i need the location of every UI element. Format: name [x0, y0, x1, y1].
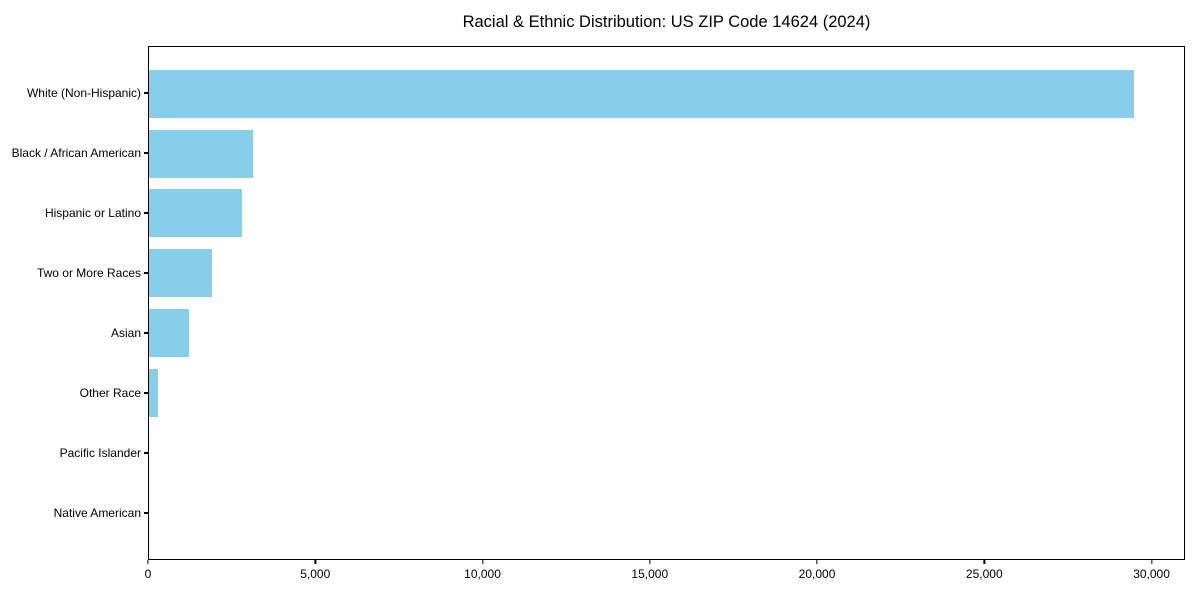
- chart-title: Racial & Ethnic Distribution: US ZIP Cod…: [462, 13, 871, 31]
- y-tick-native-american: [144, 512, 148, 514]
- x-tick-label-15000: 15,000: [631, 567, 669, 581]
- x-tick-30000: [1150, 560, 1153, 564]
- y-tick-other-race: [144, 392, 148, 394]
- y-label-row-white-non-hispanic: White (Non-Hispanic): [0, 63, 148, 123]
- y-tick-white-non-hispanic: [144, 92, 148, 94]
- y-tick-two-or-more-races: [144, 272, 148, 274]
- bar-row-white-non-hispanic: [149, 64, 1184, 124]
- bar-row-asian: [149, 303, 1184, 363]
- y-label-white-non-hispanic: White (Non-Hispanic): [26, 86, 141, 100]
- bar-white-non-hispanic: [149, 69, 1134, 118]
- bars-container: [149, 47, 1184, 559]
- y-label-row-black-african-american: Black / African American: [0, 123, 148, 183]
- y-tick-pacific-islander: [144, 452, 148, 454]
- y-label-other-race: Other Race: [79, 386, 141, 400]
- x-tick-20000: [816, 560, 818, 564]
- y-tick-asian: [144, 332, 148, 334]
- bar-hispanic-or-latino: [149, 189, 242, 238]
- plot-area: [148, 46, 1185, 560]
- x-axis: 0 5,000 10,000 15,000 20,000 25,000 30,000: [144, 560, 1185, 592]
- y-label-row-two-or-more-races: Two or More Races: [0, 243, 148, 303]
- bar-row-native-american: [149, 482, 1184, 542]
- y-label-row-asian: Asian: [0, 303, 148, 363]
- x-tick-label-25000: 25,000: [965, 567, 1003, 581]
- y-label-row-native-american: Native American: [0, 483, 148, 543]
- y-label-asian: Asian: [110, 326, 141, 340]
- y-tick-black-african-american: [144, 152, 148, 154]
- bar-row-pacific-islander: [149, 423, 1184, 483]
- x-tick-label-0: 0: [144, 567, 152, 581]
- bar-asian: [149, 308, 189, 357]
- bar-other-race: [149, 368, 158, 417]
- x-tick-0: [147, 560, 149, 564]
- y-axis-labels: White (Non-Hispanic) Black / African Amer…: [0, 46, 148, 560]
- y-label-row-hispanic-or-latino: Hispanic or Latino: [0, 183, 148, 243]
- bar-row-two-or-more-races: [149, 243, 1184, 303]
- y-label-pacific-islander: Pacific Islander: [59, 446, 141, 460]
- y-label-black-african-american: Black / African American: [11, 146, 141, 160]
- x-tick-label-5000: 5,000: [300, 567, 331, 581]
- x-tick-label-10000: 10,000: [464, 567, 501, 581]
- bar-two-or-more-races: [149, 249, 212, 298]
- x-tick-label-20000: 20,000: [798, 567, 836, 581]
- y-label-native-american: Native American: [53, 506, 141, 520]
- y-label-hispanic-or-latino: Hispanic or Latino: [44, 206, 141, 220]
- bar-row-other-race: [149, 363, 1184, 423]
- x-tick-10000: [481, 560, 484, 564]
- x-tick-label-30000: 30,000: [1133, 567, 1170, 581]
- bar-row-black-african-american: [149, 124, 1184, 184]
- x-tick-5000: [314, 560, 316, 564]
- y-label-row-other-race: Other Race: [0, 363, 148, 423]
- y-label-row-pacific-islander: Pacific Islander: [0, 423, 148, 483]
- x-tick-15000: [649, 560, 651, 564]
- x-tick-25000: [983, 560, 985, 564]
- bar-black-african-american: [149, 129, 253, 178]
- y-tick-hispanic-or-latino: [144, 212, 148, 214]
- y-label-two-or-more-races: Two or More Races: [36, 266, 141, 280]
- bar-row-hispanic-or-latino: [149, 184, 1184, 244]
